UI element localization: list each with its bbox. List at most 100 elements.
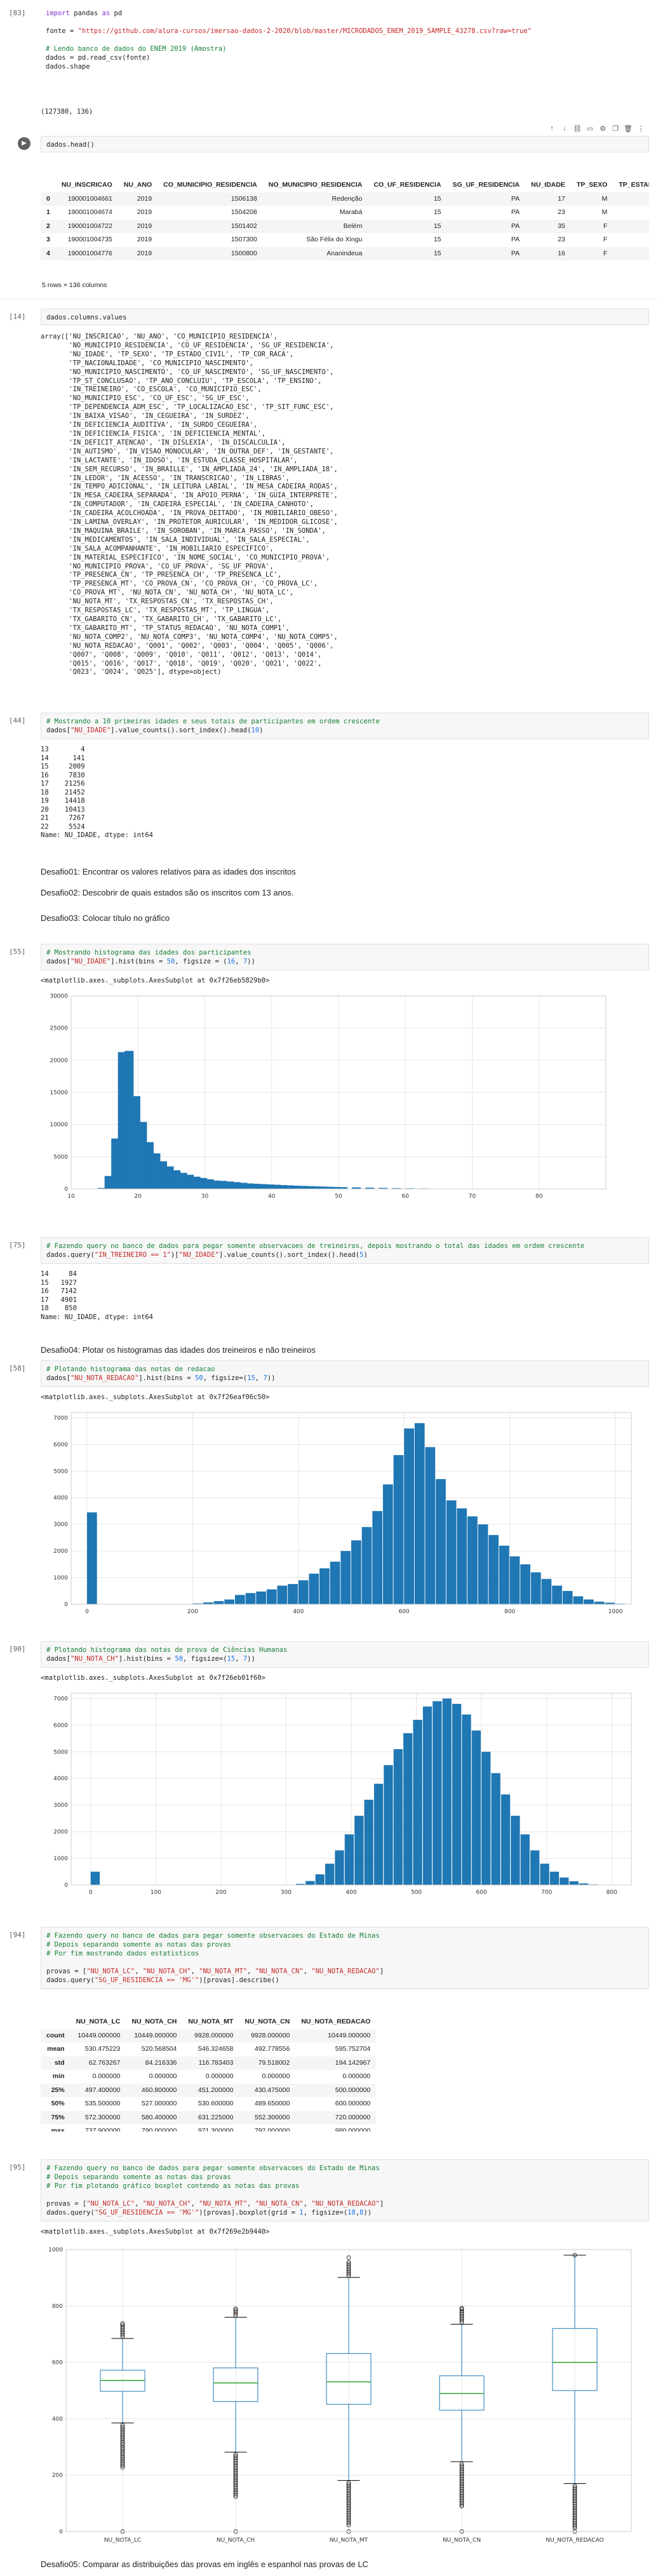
- outlier-point: [120, 2426, 125, 2431]
- link-icon[interactable]: ⛓: [573, 125, 582, 133]
- table-row: 1 190001004674 2019 1504208 Marabá 15 PA 23 M: [41, 206, 649, 220]
- x-tick-label: 400: [293, 1609, 304, 1615]
- table-cell: 9928.000000: [194, 2031, 234, 2039]
- outlier-point: [346, 2509, 351, 2514]
- outlier-point: [120, 2441, 125, 2446]
- histogram-bar: [266, 1589, 277, 1604]
- code-editor[interactable]: # Fazendo query no banco de dados para p…: [41, 2159, 649, 2222]
- outlier-point: [346, 2497, 351, 2502]
- code-editor[interactable]: # Mostrando a 10 primeiras idades e seus…: [41, 713, 649, 739]
- code-token: ].hist(bins =: [138, 1374, 195, 1382]
- outlier-point: [572, 2511, 577, 2516]
- box: [439, 2375, 485, 2411]
- y-tick-label: 1000: [48, 2247, 63, 2253]
- outlier-point: [346, 2519, 351, 2524]
- x-tick-label: NU_NOTA_LC: [104, 2537, 141, 2544]
- table-cell: 527.000000: [141, 2100, 177, 2107]
- outlier-point: [233, 2453, 238, 2459]
- table-cell: 0.000000: [149, 2072, 177, 2080]
- outlier-point: [120, 2424, 125, 2429]
- outlier-point: [120, 2464, 125, 2468]
- code-cell-ch-hist[interactable]: [90] # Plotando histograma das notas de …: [4, 1639, 654, 1905]
- code-editor[interactable]: # Mostrando histograma das idades dos pa…: [41, 944, 649, 970]
- table-cell: 792.000000: [254, 2127, 290, 2131]
- code-line: provas = ["NU_NOTA_LC", "NU_NOTA_CH", "N…: [46, 1967, 643, 1976]
- table-cell: 79.518002: [258, 2058, 290, 2067]
- table-cell: 23: [558, 208, 565, 216]
- code-editor[interactable]: # Plotando histograma das notas de redac…: [41, 1360, 649, 1387]
- code-editor[interactable]: # Plotando histograma das notas de prova…: [41, 1641, 649, 1668]
- code-token: "NU_IDADE": [178, 1251, 219, 1259]
- code-cell-describe[interactable]: [94] # Fazendo query no banco de dados p…: [4, 1924, 654, 2134]
- code-editor[interactable]: # Fazendo query no banco de dados para p…: [41, 1237, 649, 1264]
- outlier-point: [459, 2313, 464, 2318]
- outlier-point: [346, 2500, 351, 2506]
- comment-icon[interactable]: ▭: [586, 125, 594, 133]
- code-cell-columns[interactable]: [14] dados.columns.values array(['NU_INS…: [4, 306, 654, 700]
- table-cell: [613, 192, 649, 206]
- code-cell-boxplot[interactable]: [95] # Fazendo query no banco de dados p…: [4, 2157, 654, 2551]
- histogram-bar: [344, 1834, 354, 1885]
- code-token: ,: [247, 1968, 255, 1975]
- table-cell: 971.300000: [198, 2127, 234, 2131]
- outlier-point: [459, 2465, 464, 2470]
- gear-icon[interactable]: ⚙: [600, 125, 606, 133]
- cell-output: 14 84 15 1927 16 7142 17 4901 18 850 Nam…: [41, 1270, 154, 1321]
- code-editor[interactable]: dados.head(): [41, 136, 649, 152]
- code-editor[interactable]: # Fazendo query no banco de dados para p…: [41, 1927, 649, 1989]
- run-button[interactable]: ▶: [18, 137, 30, 150]
- code-token: ].value_counts().sort_index().head(: [111, 727, 252, 734]
- outlier-point: [459, 2320, 464, 2325]
- more-icon[interactable]: ⋮: [637, 125, 645, 133]
- outlier-point: [572, 2493, 577, 2499]
- table-cell: [613, 247, 649, 261]
- code-cell-redacao-hist[interactable]: [58] # Plotando histograma das notas de …: [4, 1358, 654, 1625]
- y-tick-label: 2000: [53, 1829, 68, 1835]
- outlier-point: [346, 2516, 351, 2521]
- code-cell-head[interactable]: ↑ ↓ ⛓ ▭ ⚙ ❐ 🗑 ⋮ ▶ dados.head() NU_INSCRI…: [4, 124, 654, 315]
- cell-prompt: [44]: [9, 716, 26, 725]
- arrow-down-icon[interactable]: ↓: [563, 124, 567, 132]
- y-tick-label: 30000: [50, 993, 68, 1000]
- code-token: "SG_UF_RESIDENCIA == 'MG'": [94, 1976, 199, 1984]
- outlier-point: [233, 2464, 238, 2469]
- copy-icon[interactable]: ❐: [612, 125, 619, 133]
- outlier-point: [120, 2326, 125, 2331]
- table-cell: 552.300000: [254, 2113, 290, 2121]
- code-token: dados.query(: [46, 2209, 95, 2217]
- histogram-bar: [325, 1186, 335, 1189]
- outlier-point: [346, 2499, 351, 2504]
- y-tick-label: 400: [52, 2416, 63, 2422]
- delete-icon[interactable]: 🗑: [624, 125, 633, 133]
- outlier-point: [120, 2431, 125, 2436]
- code-token: , figsize=(: [203, 1374, 248, 1382]
- histogram-bar: [462, 1714, 471, 1885]
- arrow-up-icon[interactable]: ↑: [550, 124, 554, 132]
- code-cell-idade-hist[interactable]: [55] # Mostrando histograma das idades d…: [4, 941, 654, 1208]
- code-cell-treineiros[interactable]: [75] # Fazendo query no banco de dados p…: [4, 1235, 654, 1349]
- outlier-point: [346, 2489, 351, 2493]
- outlier-point: [120, 2457, 125, 2462]
- x-tick-label: NU_NOTA_MT: [330, 2537, 368, 2544]
- code-editor[interactable]: import pandas as pd fonte = "https://gith…: [41, 5, 649, 75]
- code-token: "NU_NOTA_CH": [142, 2200, 191, 2208]
- table-cell: 190001004722: [67, 222, 112, 230]
- code-token: # Mostrando a 10 primeiras idades e seus…: [46, 718, 380, 725]
- x-tick-label: 70: [469, 1193, 476, 1200]
- histogram-bar: [422, 1706, 433, 1885]
- histogram-bar: [520, 1564, 530, 1604]
- code-token: )[provas].describe(): [199, 1976, 279, 1984]
- table-cell: 535.500000: [84, 2100, 121, 2107]
- idade-histogram: 10 20 30 40 50 60 70 80 0 5000 10000 15000 20000 2500…: [41, 989, 612, 1203]
- code-token: ): [363, 1251, 368, 1259]
- code-cell-value-counts[interactable]: [44] # Mostrando a 10 primeiras idades e…: [4, 710, 654, 856]
- histogram-bar: [569, 1881, 579, 1885]
- ch-histogram: 0 100 200 300 400 500 600 700 800 0 1000 2000 3000 40…: [41, 1687, 638, 1899]
- x-tick-label: 1000: [608, 1609, 623, 1615]
- histogram-bar: [365, 1187, 375, 1189]
- code-cell-import[interactable]: [83] import pandas as pd fonte = "https:/…: [4, 3, 654, 116]
- outlier-point: [346, 2268, 351, 2273]
- code-editor[interactable]: dados.columns.values: [41, 309, 649, 325]
- code-token: 50: [194, 1374, 203, 1382]
- table-cell: F: [603, 236, 608, 243]
